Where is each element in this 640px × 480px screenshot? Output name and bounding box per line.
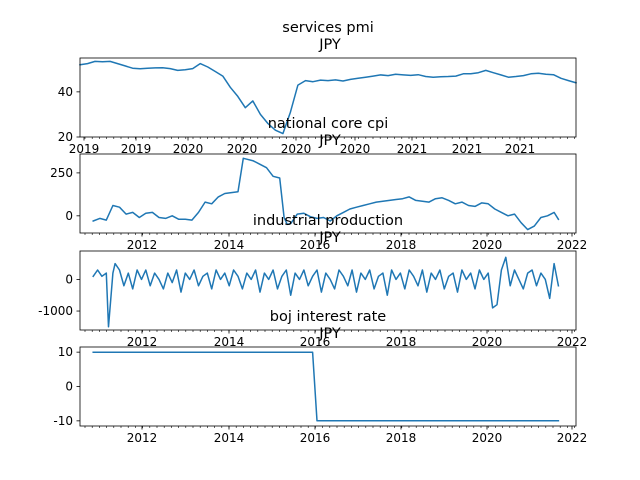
x-minor-ticks: [84, 137, 575, 139]
x-tick-label: 2022: [557, 335, 588, 349]
y-tick-label: 0: [65, 272, 73, 286]
x-tick-label: 2018: [386, 238, 417, 252]
x-minor-ticks: [84, 233, 575, 235]
y-tick-label: 20: [58, 130, 73, 144]
y-tick-label: 250: [50, 166, 73, 180]
chart-subtitle: JPY: [318, 230, 341, 246]
plot-frame: [79, 153, 577, 234]
x-tick-label: 2012: [127, 335, 158, 349]
x-tick-label: 2020: [173, 142, 204, 156]
chart-title: services pmi: [282, 20, 373, 36]
y-tick-label: -1000: [38, 304, 73, 318]
x-tick-label: 2020: [281, 142, 312, 156]
y-tick-label: 40: [58, 85, 73, 99]
x-tick-label: 2021: [505, 142, 536, 156]
x-tick-label: 2020: [227, 142, 258, 156]
x-tick-label: 2018: [386, 335, 417, 349]
x-tick-label: 2016: [300, 238, 331, 252]
x-tick-label: 2014: [214, 431, 245, 445]
plot-frame: [79, 57, 577, 138]
x-minor-ticks: [84, 426, 575, 428]
x-tick-label: 2020: [340, 142, 371, 156]
chart-subtitle: JPY: [318, 133, 341, 149]
x-tick-label: 2020: [472, 431, 503, 445]
x-tick-label: 2012: [127, 431, 158, 445]
x-tick-label: 2012: [127, 238, 158, 252]
x-tick-label: 2016: [300, 431, 331, 445]
chart-panel-3: 2012 2014 2016 2018 2020 2022 -1000 0 industrial…: [38, 213, 587, 349]
chart-panel-1: 2019 2019 2020 2020 2020 2020 2021 2021 2021 20 40…: [58, 20, 577, 156]
chart-subtitle: JPY: [318, 326, 341, 342]
x-tick-label: 2020: [472, 335, 503, 349]
chart-subtitle: JPY: [318, 37, 341, 53]
series-line: [92, 351, 560, 422]
x-tick-label: 2014: [214, 238, 245, 252]
chart-title: boj interest rate: [270, 309, 386, 325]
chart-title: national core cpi: [268, 116, 389, 132]
series-line: [92, 157, 560, 231]
x-tick-label: 2022: [557, 431, 588, 445]
chart-panel-2: 2012 2014 2016 2018 2020 2022 0 250 national cor…: [50, 116, 587, 252]
x-tick-label: 2019: [69, 142, 100, 156]
x-tick-label: 2016: [300, 335, 331, 349]
plot-frame: [79, 346, 577, 427]
series-line: [92, 256, 560, 328]
y-tick-label: 0: [65, 209, 73, 223]
x-tick-label: 2021: [452, 142, 483, 156]
plot-frame: [79, 250, 577, 331]
x-tick-label: 2014: [214, 335, 245, 349]
series-line: [79, 60, 577, 135]
y-tick-label: -10: [53, 414, 73, 428]
x-tick-label: 2018: [386, 431, 417, 445]
x-tick-label: 2019: [121, 142, 152, 156]
y-tick-label: 10: [58, 345, 73, 359]
x-tick-label: 2022: [557, 238, 588, 252]
y-tick-label: 0: [65, 380, 73, 394]
x-tick-label: 2020: [472, 238, 503, 252]
x-tick-label: 2021: [397, 142, 428, 156]
chart-panel-4: 2012 2014 2016 2018 2020 2022 -10 0 10 boj intere…: [53, 309, 587, 445]
chart-title: industrial production: [253, 213, 403, 229]
